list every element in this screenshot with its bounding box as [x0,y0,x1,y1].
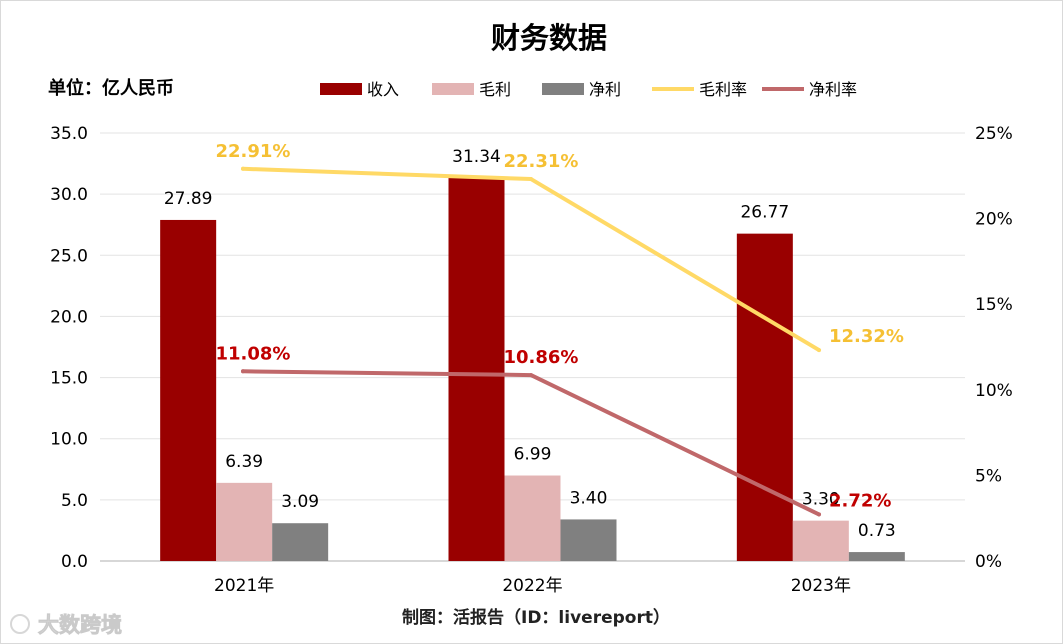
right-axis-tick-label: 25% [975,124,1013,144]
source-label: 制图：活报告（ID：livereport） [402,607,670,628]
bar [736,233,793,561]
legend-label: 毛利 [479,80,511,99]
axes: 0.0 5.0 10.0 15.0 20.0 25.0 30.0 35.0 0% 5% 10% 15%… [50,124,1013,596]
line-series [241,166,821,517]
x-axis-category-label: 2023年 [791,576,851,596]
right-axis-tick-label: 10% [975,381,1013,401]
bar-data-label: 3.30 [802,490,840,510]
bar [848,552,905,561]
left-axis-tick-label: 5.0 [61,491,88,511]
watermark-icon [10,614,30,634]
x-axis-category-label: 2021年 [214,576,274,596]
left-axis-tick-label: 35.0 [50,124,88,144]
line-data-label: 2.72% [829,490,891,511]
watermark-logo: 大数跨境 [10,613,122,637]
legend-swatch [320,83,362,95]
bar-data-label: 3.40 [570,488,608,508]
bar-data-label: 27.89 [164,189,213,209]
data-labels: 27.89 31.34 26.77 6.39 6.99 3.30 3.09 3.40 0.73 2… [164,141,904,541]
left-axis-tick-label: 20.0 [50,307,88,327]
line-data-label: 12.32% [829,326,904,347]
bar-data-label: 3.09 [281,492,319,512]
legend: 收入 毛利 净利 毛利率 净利率 [320,80,857,99]
bar-data-label: 6.99 [514,445,552,465]
bar [216,482,273,561]
left-axis-tick-label: 0.0 [61,552,88,572]
line-data-label: 22.91% [216,141,291,162]
unit-label: 单位：亿人民币 [48,77,174,99]
bar-data-label: 26.77 [740,203,789,223]
series-line [241,166,821,353]
line-point [817,348,821,353]
line-data-label: 10.86% [504,347,579,368]
line-data-label: 22.31% [504,151,579,172]
bar-data-label: 6.39 [225,452,263,472]
bar [504,475,561,561]
right-axis-tick-label: 15% [975,295,1013,315]
right-axis-tick-label: 5% [975,466,1002,486]
line-data-label: 11.08% [216,343,291,364]
bar-series [160,177,905,562]
bar [272,523,329,561]
legend-label: 毛利率 [699,80,747,99]
line-point [529,373,533,378]
line-point [241,166,245,171]
legend-label: 净利率 [809,80,857,99]
left-axis-tick-label: 15.0 [50,369,88,389]
line-point [529,177,533,182]
bar [560,519,617,561]
bar [448,177,505,561]
right-axis-tick-label: 0% [975,552,1002,572]
left-axis-tick-label: 10.0 [50,430,88,450]
legend-label: 净利 [589,80,621,99]
legend-swatch [542,83,584,95]
chart-title: 财务数据 [491,21,607,55]
legend-label: 收入 [367,80,399,99]
bar-data-label: 31.34 [452,147,501,167]
left-axis-tick-label: 30.0 [50,185,88,205]
line-point [241,369,245,374]
bar-data-label: 0.73 [858,521,896,541]
line-point [817,512,821,517]
x-axis-category-label: 2022年 [502,576,562,596]
legend-swatch [432,83,474,95]
watermark-text: 大数跨境 [38,613,122,637]
right-axis-tick-label: 20% [975,210,1013,230]
bar [160,219,217,562]
bar [792,520,849,561]
left-axis-tick-label: 25.0 [50,246,88,266]
